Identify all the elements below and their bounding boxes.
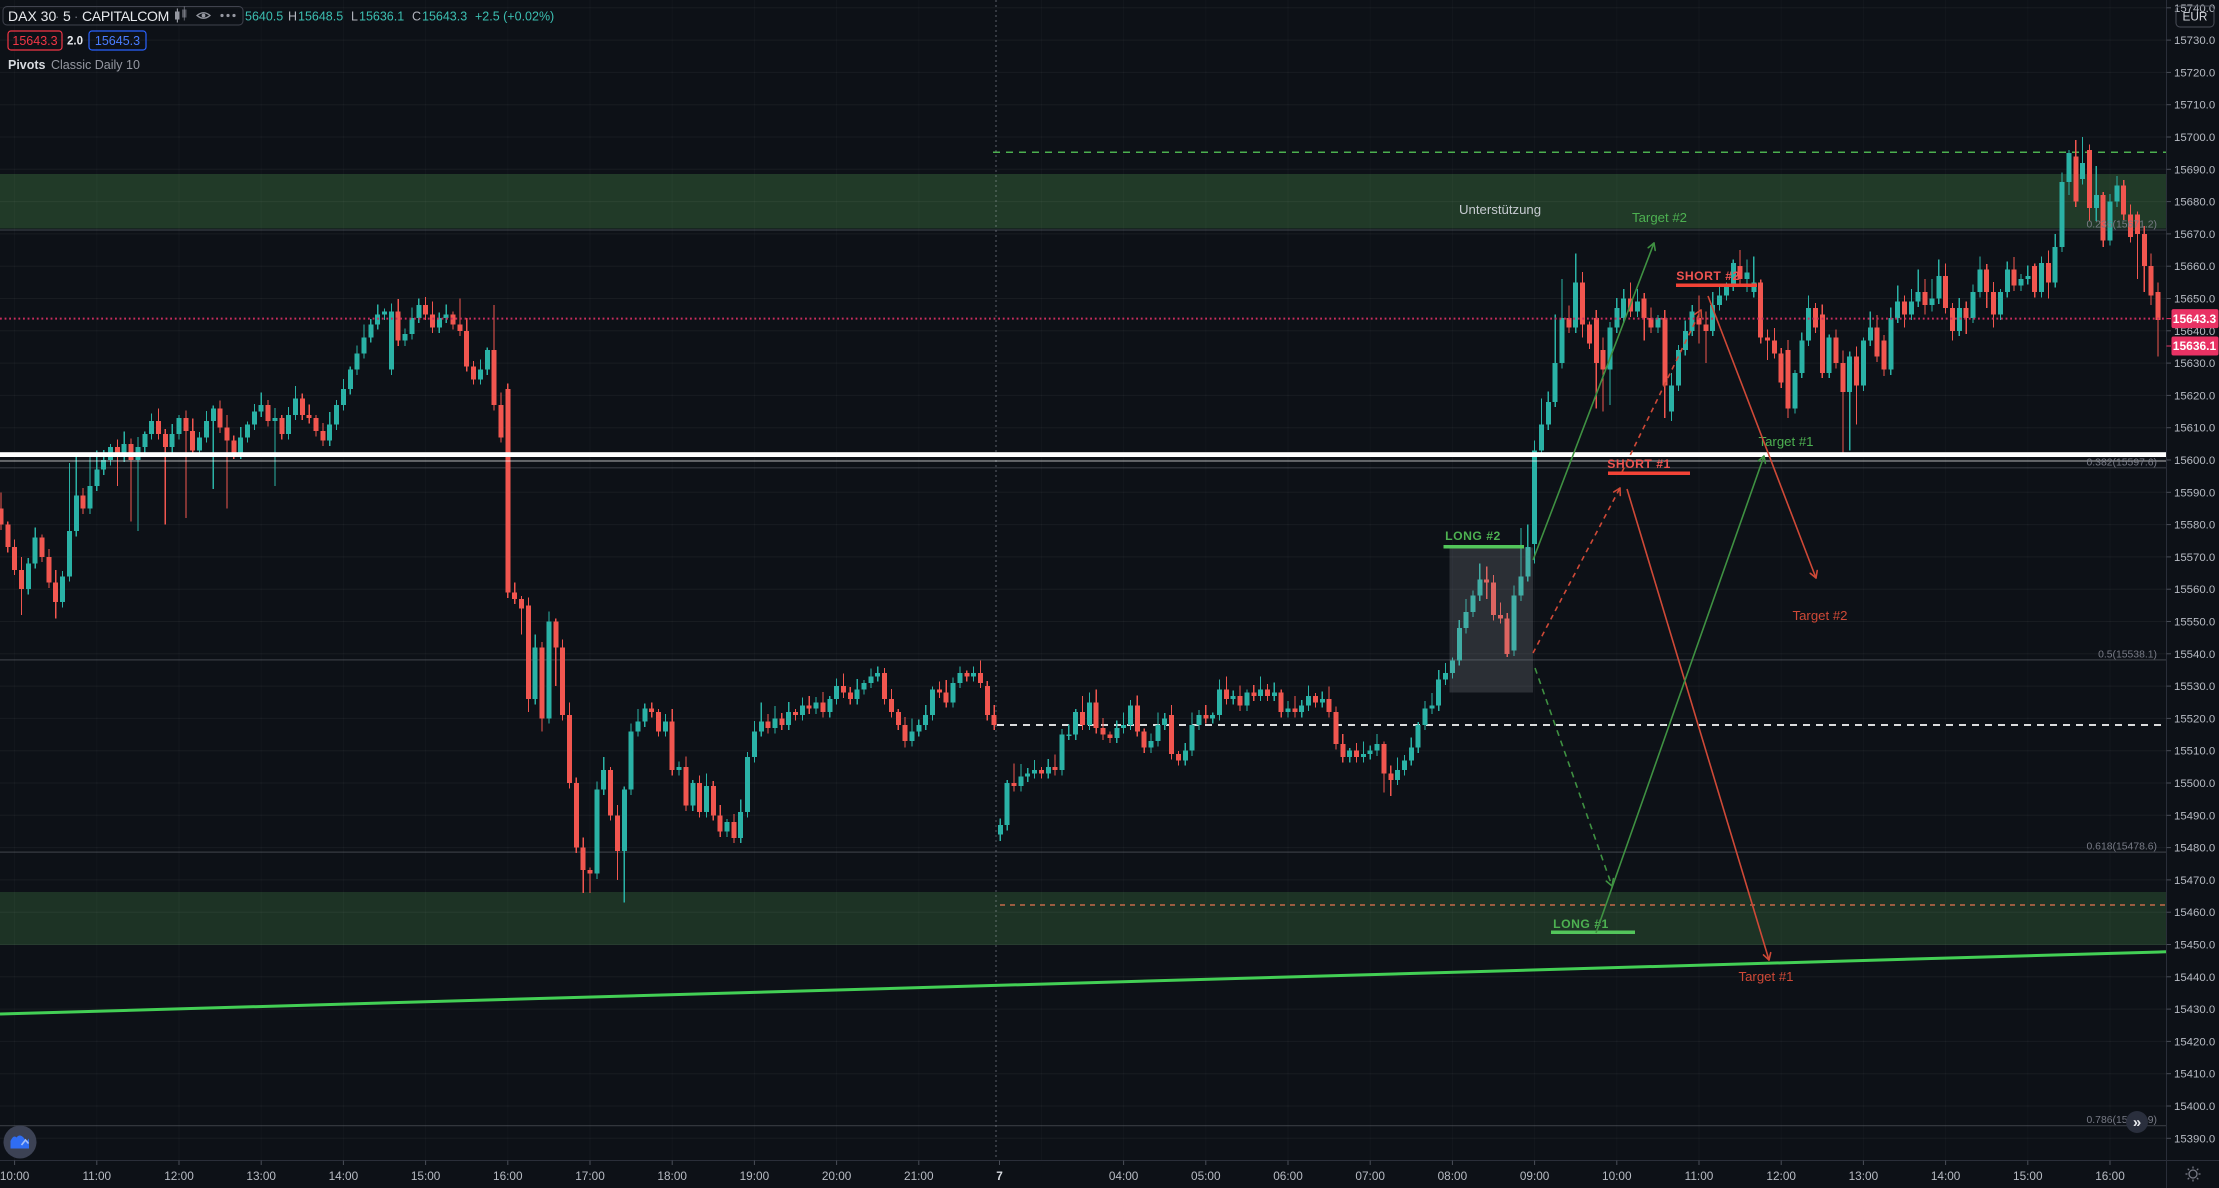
svg-text:15690.0: 15690.0 <box>2174 164 2215 176</box>
svg-text:15500.0: 15500.0 <box>2174 778 2215 790</box>
svg-text:16:00: 16:00 <box>493 1169 523 1183</box>
svg-text:07:00: 07:00 <box>1355 1169 1385 1183</box>
svg-text:10:00: 10:00 <box>1602 1169 1632 1183</box>
svg-text:15643.3: 15643.3 <box>2173 312 2217 326</box>
svg-text:11:00: 11:00 <box>82 1169 111 1183</box>
svg-text:15560.0: 15560.0 <box>2174 584 2215 596</box>
svg-text:15440.0: 15440.0 <box>2174 972 2215 984</box>
svg-text:12:00: 12:00 <box>1766 1169 1796 1183</box>
svg-text:15643.3: 15643.3 <box>12 34 57 48</box>
svg-text:15570.0: 15570.0 <box>2174 552 2215 564</box>
svg-text:15710.0: 15710.0 <box>2174 100 2215 112</box>
svg-text:15730.0: 15730.0 <box>2174 35 2215 47</box>
svg-text:18:00: 18:00 <box>657 1169 687 1183</box>
svg-text:15610.0: 15610.0 <box>2174 423 2215 435</box>
svg-text:SHORT #1: SHORT #1 <box>1607 457 1671 471</box>
svg-text:Target #1: Target #1 <box>1739 969 1794 984</box>
svg-text:15420.0: 15420.0 <box>2174 1036 2215 1048</box>
svg-text:15700.0: 15700.0 <box>2174 132 2215 144</box>
svg-text:15648.5: 15648.5 <box>298 10 343 24</box>
svg-text:0.786(15393.9): 0.786(15393.9) <box>2087 1115 2157 1126</box>
svg-text:13:00: 13:00 <box>1849 1169 1879 1183</box>
svg-text:15400.0: 15400.0 <box>2174 1101 2215 1113</box>
svg-text:EUR: EUR <box>2183 10 2208 24</box>
svg-text:15650.0: 15650.0 <box>2174 294 2215 306</box>
svg-text:15580.0: 15580.0 <box>2174 520 2215 532</box>
svg-text:11:00: 11:00 <box>1685 1169 1714 1183</box>
svg-text:10:00: 10:00 <box>0 1169 30 1183</box>
svg-text:15460.0: 15460.0 <box>2174 907 2215 919</box>
svg-text:15636.1: 15636.1 <box>359 10 404 24</box>
svg-text:»: » <box>2133 1114 2141 1131</box>
svg-text:15590.0: 15590.0 <box>2174 487 2215 499</box>
svg-text:15660.0: 15660.0 <box>2174 261 2215 273</box>
svg-text:15600.0: 15600.0 <box>2174 455 2215 467</box>
svg-text:·: · <box>74 9 78 24</box>
svg-text:CAPITALCOM: CAPITALCOM <box>82 8 169 24</box>
svg-text:15450.0: 15450.0 <box>2174 940 2215 952</box>
svg-text:15410.0: 15410.0 <box>2174 1069 2215 1081</box>
svg-text:15540.0: 15540.0 <box>2174 649 2215 661</box>
svg-text:04:00: 04:00 <box>1109 1169 1139 1183</box>
svg-text:SHORT #2: SHORT #2 <box>1676 269 1740 283</box>
svg-text:15:00: 15:00 <box>2013 1169 2043 1183</box>
svg-text:15430.0: 15430.0 <box>2174 1004 2215 1016</box>
svg-text:15720.0: 15720.0 <box>2174 67 2215 79</box>
svg-text:19:00: 19:00 <box>740 1169 770 1183</box>
svg-text:LONG #2: LONG #2 <box>1445 529 1501 543</box>
svg-text:15490.0: 15490.0 <box>2174 810 2215 822</box>
svg-text:15645.3: 15645.3 <box>95 34 140 48</box>
svg-text:09:00: 09:00 <box>1520 1169 1550 1183</box>
svg-text:15640.0: 15640.0 <box>2174 326 2215 338</box>
svg-text:15530.0: 15530.0 <box>2174 681 2215 693</box>
svg-text:06:00: 06:00 <box>1273 1169 1303 1183</box>
svg-text:LONG #1: LONG #1 <box>1553 917 1609 931</box>
svg-text:0.618(15478.6): 0.618(15478.6) <box>2087 842 2157 853</box>
svg-text:5: 5 <box>63 8 71 24</box>
svg-text:Target #1: Target #1 <box>1759 434 1814 449</box>
svg-text:08:00: 08:00 <box>1438 1169 1468 1183</box>
svg-text:21:00: 21:00 <box>904 1169 934 1183</box>
svg-text:15510.0: 15510.0 <box>2174 746 2215 758</box>
svg-text:15620.0: 15620.0 <box>2174 390 2215 402</box>
svg-text:·: · <box>55 9 59 24</box>
svg-text:Target #2: Target #2 <box>1793 608 1848 623</box>
svg-text:DAX 30: DAX 30 <box>8 8 56 24</box>
svg-text:12:00: 12:00 <box>164 1169 194 1183</box>
svg-text:0.236(15671.2): 0.236(15671.2) <box>2087 220 2157 231</box>
svg-text:C: C <box>412 10 421 24</box>
svg-text:15480.0: 15480.0 <box>2174 843 2215 855</box>
svg-text:15643.3: 15643.3 <box>422 10 467 24</box>
svg-text:Target #2: Target #2 <box>1632 210 1687 225</box>
svg-text:0.382(15597.6): 0.382(15597.6) <box>2087 457 2157 468</box>
svg-text:16:00: 16:00 <box>2095 1169 2125 1183</box>
svg-text:Pivots: Pivots <box>8 58 46 72</box>
svg-text:+2.5 (+0.02%): +2.5 (+0.02%) <box>475 10 554 24</box>
svg-text:15470.0: 15470.0 <box>2174 875 2215 887</box>
svg-text:15670.0: 15670.0 <box>2174 229 2215 241</box>
svg-text:Classic Daily 10: Classic Daily 10 <box>51 58 140 72</box>
svg-text:H: H <box>288 10 297 24</box>
svg-text:13:00: 13:00 <box>246 1169 276 1183</box>
svg-text:14:00: 14:00 <box>1931 1169 1961 1183</box>
svg-text:15:00: 15:00 <box>411 1169 441 1183</box>
svg-text:2.0: 2.0 <box>67 36 83 48</box>
svg-text:14:00: 14:00 <box>329 1169 359 1183</box>
svg-text:L: L <box>351 10 358 24</box>
svg-text:0.5(15538.1): 0.5(15538.1) <box>2098 649 2157 660</box>
svg-text:05:00: 05:00 <box>1191 1169 1221 1183</box>
svg-text:7: 7 <box>996 1169 1003 1183</box>
svg-text:15680.0: 15680.0 <box>2174 197 2215 209</box>
svg-text:Unterstützung: Unterstützung <box>1459 202 1541 217</box>
svg-text:15390.0: 15390.0 <box>2174 1133 2215 1145</box>
svg-text:5640.5: 5640.5 <box>245 10 283 24</box>
svg-text:15630.0: 15630.0 <box>2174 358 2215 370</box>
svg-text:15520.0: 15520.0 <box>2174 713 2215 725</box>
svg-text:17:00: 17:00 <box>575 1169 605 1183</box>
svg-text:15636.1: 15636.1 <box>2173 339 2217 353</box>
svg-text:20:00: 20:00 <box>822 1169 852 1183</box>
svg-text:15550.0: 15550.0 <box>2174 617 2215 629</box>
